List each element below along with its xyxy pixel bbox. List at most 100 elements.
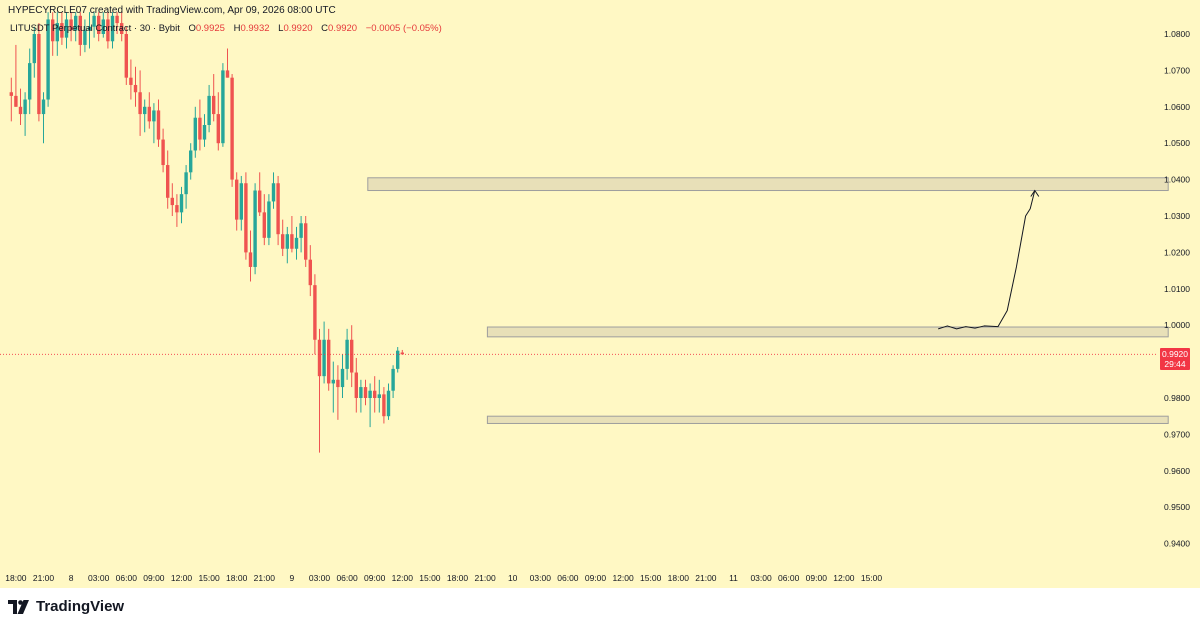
candle-body bbox=[115, 15, 119, 24]
tradingview-logo[interactable]: TradingView bbox=[8, 598, 124, 615]
candle-body bbox=[129, 77, 133, 85]
price-tick-label: 0.9800 bbox=[1164, 393, 1190, 403]
time-tick-label: 03:00 bbox=[750, 573, 772, 583]
candle-body bbox=[83, 30, 87, 45]
candle-body bbox=[271, 183, 276, 202]
candle-body bbox=[304, 223, 308, 260]
candle-body bbox=[69, 19, 73, 31]
time-tick-label: 15:00 bbox=[198, 573, 220, 583]
candle-body bbox=[28, 63, 32, 100]
time-tick-label: 11 bbox=[729, 573, 738, 583]
time-tick-label: 18:00 bbox=[5, 573, 27, 583]
price-tick-label: 1.0000 bbox=[1164, 320, 1190, 330]
price-tick-label: 1.0300 bbox=[1164, 211, 1190, 221]
time-tick-label: 06:00 bbox=[116, 573, 138, 583]
candle-body bbox=[225, 70, 230, 78]
time-tick-label: 18:00 bbox=[668, 573, 690, 583]
candle-body bbox=[322, 339, 326, 377]
symbol-name[interactable]: LITUSDT Perpetual Contract · 30 · Bybit bbox=[10, 23, 180, 34]
bar-countdown: 29:44 bbox=[1164, 359, 1186, 370]
candle-body bbox=[198, 117, 202, 140]
time-tick-label: 15:00 bbox=[640, 573, 662, 583]
price-axis[interactable]: 1.0800 1.0700 1.0600 1.0500 1.0400 1.0300 1.02… bbox=[1164, 29, 1190, 549]
time-tick-label: 09:00 bbox=[585, 573, 607, 583]
price-tick-label: 1.0700 bbox=[1164, 65, 1190, 75]
candle-body bbox=[41, 99, 46, 115]
candle-body bbox=[400, 352, 404, 355]
time-tick-label: 12:00 bbox=[171, 573, 193, 583]
candle-body bbox=[354, 372, 358, 398]
candle-body bbox=[23, 99, 27, 115]
candle-body bbox=[299, 223, 303, 238]
candle-body bbox=[336, 379, 340, 388]
price-tick-label: 1.0100 bbox=[1164, 284, 1190, 294]
candle-body bbox=[230, 77, 234, 180]
candle-body bbox=[391, 368, 395, 391]
tradingview-logo-icon bbox=[8, 599, 29, 614]
candle-body bbox=[345, 339, 349, 369]
open-value: 0.9925 bbox=[195, 23, 225, 34]
price-tick-label: 0.9700 bbox=[1164, 429, 1190, 439]
projection-path bbox=[938, 190, 1036, 330]
price-tick-label: 1.0500 bbox=[1164, 138, 1190, 148]
high-value: 0.9932 bbox=[240, 23, 270, 34]
time-tick-label: 12:00 bbox=[833, 573, 855, 583]
time-tick-label: 09:00 bbox=[364, 573, 386, 583]
candle-body bbox=[161, 139, 165, 166]
candle-body bbox=[101, 19, 105, 34]
high-label: H bbox=[233, 23, 241, 34]
low-value: 0.9920 bbox=[283, 23, 313, 34]
candle-body bbox=[46, 19, 50, 100]
candle-body bbox=[363, 387, 368, 398]
price-tick-label: 0.9400 bbox=[1164, 539, 1190, 549]
candle-body bbox=[74, 15, 78, 31]
candle-body bbox=[382, 394, 386, 417]
close-value: 0.9920 bbox=[328, 23, 358, 34]
price-tick-label: 0.9500 bbox=[1164, 502, 1190, 512]
close-label: C bbox=[321, 23, 329, 34]
candle-body bbox=[253, 190, 257, 267]
candle-body bbox=[143, 106, 147, 115]
time-tick-label: 21:00 bbox=[474, 573, 496, 583]
time-tick-label: 8 bbox=[69, 573, 74, 583]
time-tick-label: 03:00 bbox=[530, 573, 552, 583]
candle-body bbox=[359, 387, 363, 398]
candle-body bbox=[308, 259, 312, 286]
time-tick-label: 18:00 bbox=[226, 573, 248, 583]
change-value: −0.0005 (−0.05%) bbox=[365, 23, 442, 34]
brand-name: TradingView bbox=[36, 598, 125, 615]
candle-body bbox=[340, 368, 345, 388]
supply-demand-zone bbox=[486, 326, 1169, 338]
time-axis[interactable]: 18:00 21:00 8 03:00 06:00 09:00 12:00 15:00 18:0… bbox=[5, 573, 882, 583]
current-price-badge: 0.9920 29:44 bbox=[1160, 348, 1190, 371]
candle-body bbox=[175, 205, 179, 213]
candle-body bbox=[166, 165, 170, 198]
candle-body bbox=[9, 92, 13, 96]
candle-body bbox=[124, 34, 128, 78]
time-tick-label: 18:00 bbox=[447, 573, 469, 583]
price-axis-background bbox=[1158, 0, 1200, 588]
candle-body bbox=[317, 339, 322, 377]
candle-body bbox=[92, 15, 96, 27]
candle-body bbox=[97, 15, 101, 35]
time-tick-label: 21:00 bbox=[33, 573, 55, 583]
time-tick-label: 15:00 bbox=[419, 573, 441, 583]
candle-body bbox=[152, 110, 156, 122]
candle-body bbox=[248, 252, 253, 267]
candle-body bbox=[14, 95, 18, 107]
candle-body bbox=[386, 390, 391, 417]
candle-body bbox=[32, 34, 36, 64]
candle-body bbox=[212, 95, 216, 115]
time-tick-label: 06:00 bbox=[336, 573, 358, 583]
projection-layer bbox=[938, 189, 1040, 330]
time-tick-label: 12:00 bbox=[612, 573, 634, 583]
low-label: L bbox=[278, 23, 284, 34]
candle-body bbox=[207, 95, 211, 125]
candle-body bbox=[193, 117, 197, 151]
candle-body bbox=[120, 23, 124, 34]
time-tick-label: 21:00 bbox=[695, 573, 717, 583]
candle-body bbox=[267, 201, 271, 238]
candle-body bbox=[55, 23, 59, 42]
